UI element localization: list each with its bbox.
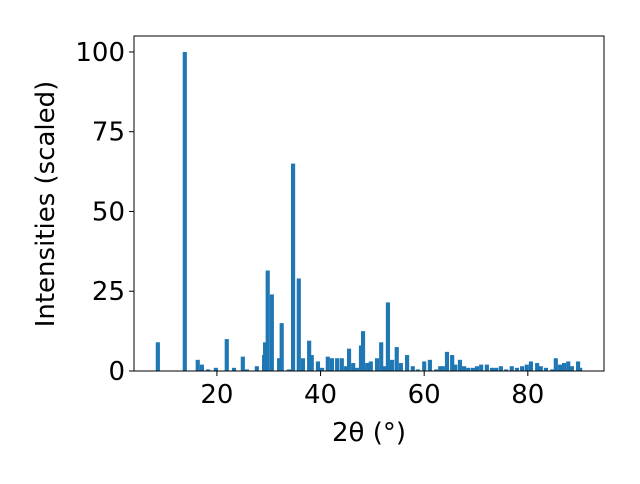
bar: [263, 342, 268, 371]
bar: [543, 367, 549, 371]
bar: [379, 342, 384, 371]
y-tick-label: 100: [75, 38, 125, 68]
bar: [279, 323, 284, 371]
x-tick-label: 20: [200, 380, 233, 410]
bar: [315, 361, 321, 371]
bar: [427, 359, 432, 371]
bar: [440, 366, 445, 371]
y-tick-label: 25: [92, 277, 125, 307]
bar: [300, 358, 306, 371]
bar: [484, 364, 489, 371]
bar: [535, 363, 540, 371]
bar: [325, 356, 330, 371]
bar: [335, 358, 340, 371]
x-axis-label: 2θ (°): [332, 418, 406, 448]
bar: [394, 347, 399, 371]
bar: [320, 367, 325, 371]
bar: [578, 367, 583, 371]
bar: [438, 366, 443, 371]
bar: [466, 367, 471, 371]
bar: [240, 356, 245, 371]
plot-frame: [133, 35, 605, 372]
bar: [343, 366, 349, 371]
bar: [368, 361, 373, 371]
bar: [291, 163, 296, 371]
bar: [382, 366, 387, 371]
y-tick-label: 0: [108, 357, 125, 387]
y-tick-label: 75: [92, 118, 125, 148]
bar: [509, 366, 514, 371]
bar: [389, 359, 395, 371]
x-tick-label: 60: [408, 380, 441, 410]
bar: [307, 340, 312, 371]
bar: [494, 367, 499, 371]
bar: [569, 366, 574, 371]
bar: [286, 369, 292, 371]
bar: [195, 359, 200, 371]
bar: [405, 355, 410, 371]
bar: [182, 51, 187, 371]
y-tick-label: 50: [92, 197, 125, 227]
bar: [206, 369, 211, 371]
bar: [213, 367, 218, 371]
bar: [231, 367, 237, 371]
bar: [398, 363, 403, 371]
bar: [453, 364, 458, 371]
bar: [410, 366, 415, 371]
bar: [244, 369, 250, 371]
bar: [576, 361, 581, 371]
bar: [474, 366, 480, 371]
bar: [566, 361, 571, 371]
bar: [224, 339, 229, 371]
x-tick-label: 80: [511, 380, 544, 410]
bar: [462, 366, 467, 371]
x-tick-label: 40: [304, 380, 337, 410]
bar: [309, 355, 314, 371]
bar: [528, 361, 534, 371]
bar: [489, 367, 495, 371]
bar: [415, 369, 421, 371]
bar: [296, 278, 301, 371]
bar: [254, 366, 259, 371]
bar: [450, 355, 455, 371]
bar: [457, 359, 463, 371]
bar: [444, 351, 450, 371]
bar: [553, 358, 558, 371]
y-axis-label: Intensities (scaled): [31, 81, 61, 328]
bar: [503, 369, 509, 371]
bar: [346, 348, 352, 371]
bar: [351, 363, 356, 371]
bar: [339, 358, 344, 371]
bar: [155, 342, 160, 371]
bar: [365, 363, 370, 371]
bar: [562, 363, 567, 371]
bar: [514, 367, 520, 371]
bar: [199, 364, 204, 371]
bar: [374, 358, 380, 371]
bar: [550, 369, 555, 371]
bar: [360, 331, 366, 371]
bar: [479, 364, 484, 371]
bar: [520, 366, 525, 371]
bar: [329, 358, 335, 371]
bar: [354, 367, 359, 371]
bar: [434, 369, 439, 371]
bar: [524, 364, 529, 371]
bar: [557, 364, 563, 371]
bar: [498, 366, 503, 371]
bar: [385, 302, 390, 371]
bar: [422, 361, 427, 371]
bar: [470, 367, 475, 371]
bar: [277, 358, 282, 371]
bar: [538, 366, 543, 371]
bar: [265, 270, 270, 371]
bar: [269, 294, 274, 371]
